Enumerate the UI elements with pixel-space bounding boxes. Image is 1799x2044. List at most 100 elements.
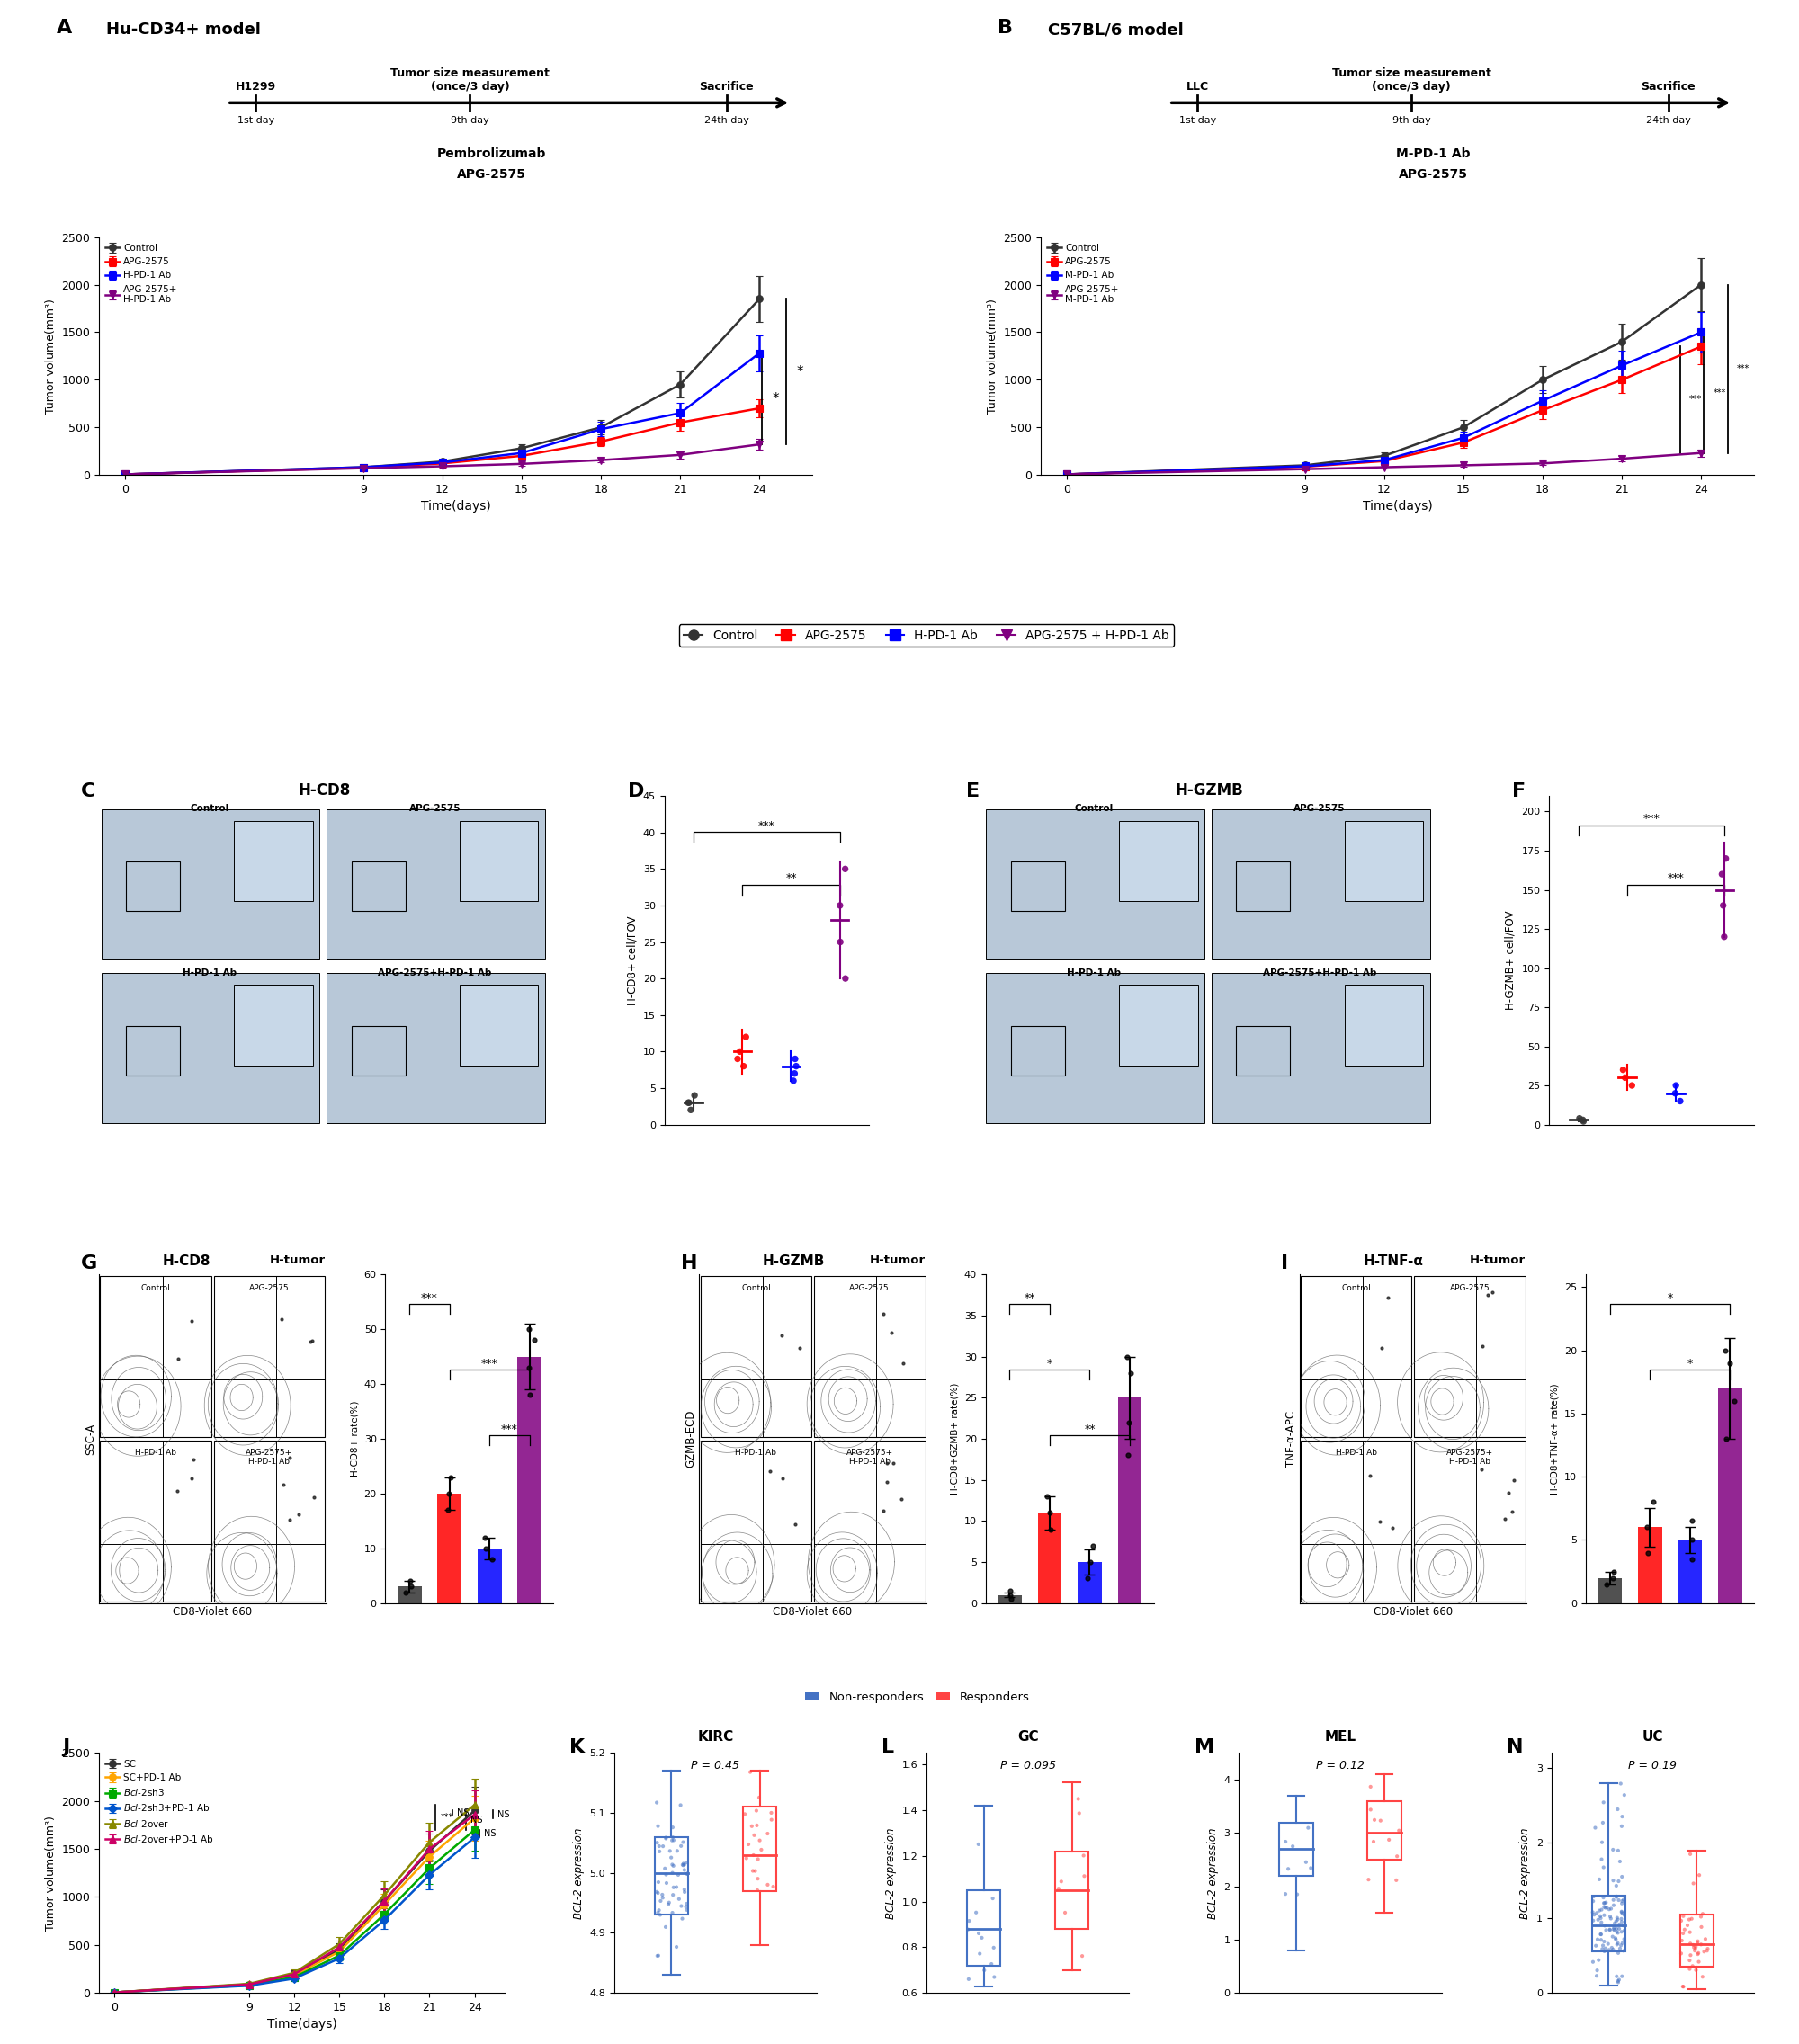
Point [651, 1858, 680, 1891]
Point [1385, 1815, 1414, 1848]
Text: M: M [1195, 1739, 1214, 1756]
Point [1678, 1866, 1707, 1899]
Point [1633, 1537, 1662, 1570]
Point [662, 1870, 691, 1903]
Point [1603, 1964, 1632, 1997]
Point [1578, 1897, 1607, 1930]
Point [1594, 1934, 1623, 1966]
Point [1365, 1506, 1394, 1539]
Point [1687, 1927, 1716, 1960]
Point [1673, 1909, 1702, 1942]
Point [178, 1443, 207, 1476]
Point [781, 1042, 810, 1075]
Point [953, 1962, 982, 1995]
Bar [1367, 1801, 1401, 1860]
Point [1608, 1927, 1637, 1960]
Bar [1718, 1388, 1741, 1602]
Point [1590, 1891, 1619, 1923]
Point [1360, 1803, 1389, 1836]
Text: 1st day: 1st day [1178, 117, 1216, 125]
Point [1608, 1887, 1637, 1919]
Bar [101, 809, 320, 959]
Point [1678, 1930, 1707, 1962]
Text: H-GZMB: H-GZMB [1175, 783, 1243, 799]
Bar [1414, 1441, 1526, 1602]
Bar [398, 1586, 421, 1602]
Bar [700, 1441, 811, 1602]
Point [1608, 1883, 1637, 1915]
Point [435, 1461, 464, 1494]
Point [1668, 1970, 1696, 2003]
Point [964, 1827, 993, 1860]
Bar [126, 1026, 180, 1075]
Text: H-CD8: H-CD8 [162, 1255, 210, 1267]
Point [1605, 1964, 1633, 1997]
Point [1599, 1889, 1628, 1921]
Point [1589, 1852, 1617, 1885]
Point [1283, 1878, 1311, 1911]
Point [666, 1788, 694, 1821]
Point [1590, 1932, 1619, 1964]
Point [1590, 1891, 1619, 1923]
Bar [700, 1275, 811, 1437]
Point [1358, 1825, 1387, 1858]
Bar [813, 1275, 925, 1437]
Bar [101, 1275, 210, 1437]
Point [783, 1051, 811, 1083]
Point [1605, 1932, 1633, 1964]
Point [1693, 1932, 1722, 1964]
Bar [1236, 1026, 1290, 1075]
Point [1590, 1936, 1619, 1968]
Point [1587, 1844, 1616, 1876]
Point [1608, 1897, 1637, 1930]
Text: H-PD-1 Ab: H-PD-1 Ab [1335, 1449, 1376, 1457]
Text: H1299: H1299 [236, 80, 277, 92]
Text: ***: *** [1689, 394, 1702, 405]
Point [1603, 1927, 1632, 1960]
Point [390, 1576, 419, 1609]
Bar [234, 820, 313, 901]
Bar [214, 1441, 326, 1602]
Text: G: G [81, 1255, 97, 1273]
Text: F: F [1513, 783, 1526, 801]
Point [1687, 1960, 1716, 1993]
Point [1592, 1887, 1621, 1919]
Point [515, 1351, 543, 1384]
Point [1684, 1938, 1713, 1970]
Point [1069, 1940, 1097, 1972]
Point [657, 1842, 685, 1874]
Point [1607, 1930, 1635, 1962]
Bar [351, 1026, 405, 1075]
Point [889, 1347, 917, 1380]
Point [997, 1582, 1025, 1615]
Point [1675, 1944, 1704, 1977]
Point [732, 1842, 761, 1874]
Bar [986, 809, 1205, 959]
Text: **: ** [1024, 1292, 1034, 1304]
Bar [1598, 1578, 1623, 1602]
Point [756, 1455, 784, 1488]
X-axis label: Time(days): Time(days) [1362, 501, 1432, 513]
X-axis label: CD8-Violet 660: CD8-Violet 660 [173, 1607, 252, 1617]
Point [1569, 1104, 1598, 1136]
Y-axis label: BCL-2 expression: BCL-2 expression [572, 1827, 585, 1919]
Point [781, 1506, 810, 1539]
Y-axis label: BCL-2 expression: BCL-2 expression [885, 1827, 896, 1919]
Point [1605, 1885, 1633, 1917]
Point [1678, 1950, 1707, 1983]
Bar [327, 973, 545, 1122]
Point [781, 1057, 810, 1089]
Point [869, 1298, 898, 1331]
Point [1355, 1864, 1383, 1897]
Point [878, 1447, 907, 1480]
Text: Hu-CD34+ model: Hu-CD34+ model [106, 22, 261, 39]
Point [826, 926, 855, 959]
Point [1580, 1885, 1608, 1917]
Point [1682, 1930, 1711, 1962]
Point [734, 1827, 763, 1860]
Text: ***: *** [421, 1292, 437, 1304]
Text: Sacrifice: Sacrifice [700, 80, 754, 92]
Title: MEL: MEL [1324, 1729, 1356, 1744]
Point [651, 1821, 680, 1854]
Point [1610, 1913, 1639, 1946]
